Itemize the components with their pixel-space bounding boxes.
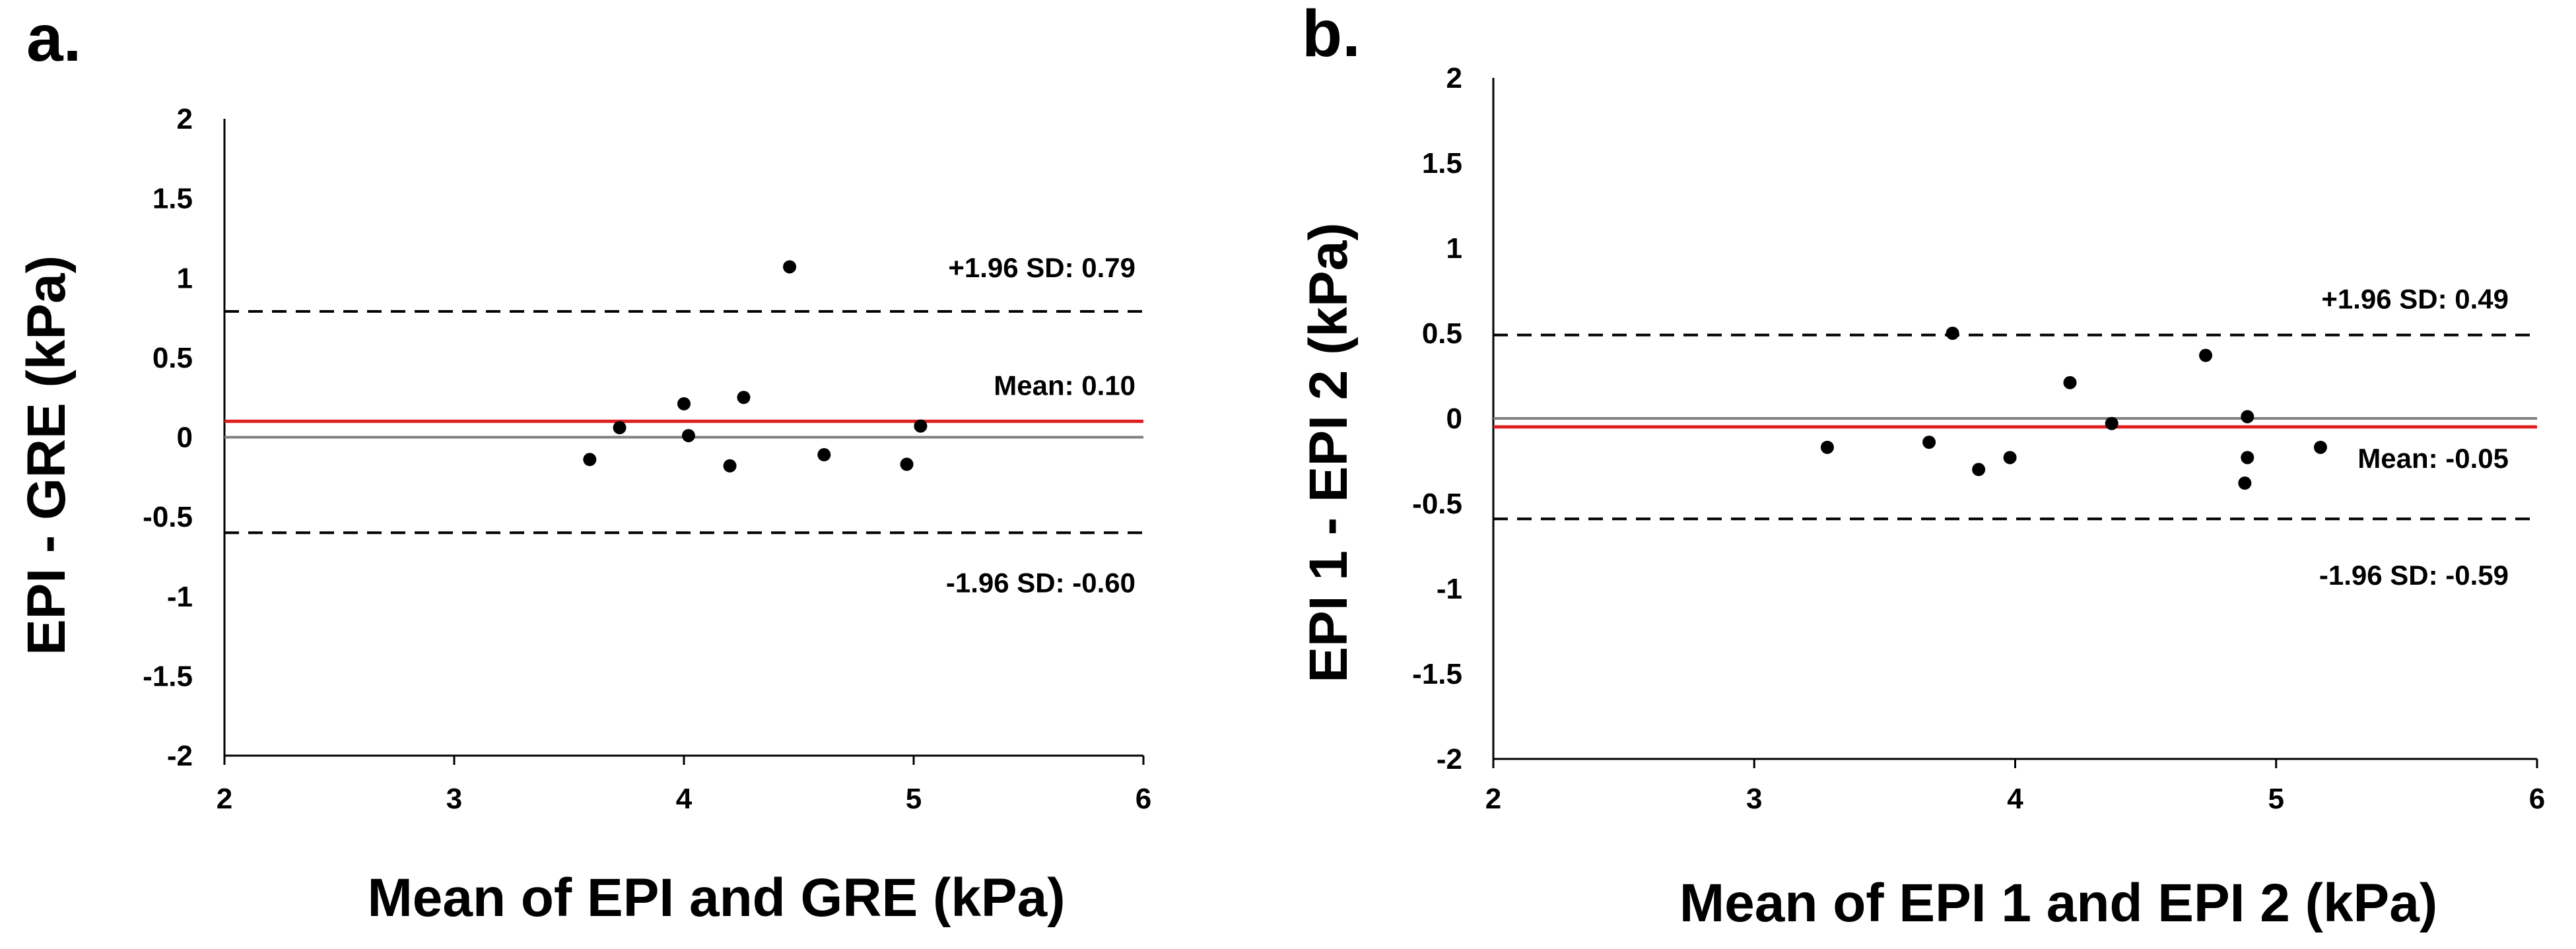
y-tick-label-a: -0.5 [143, 501, 193, 533]
y-axis-title-b: EPI 1 - EPI 2 (kPa) [1299, 222, 1359, 682]
x-tick-label-b: 3 [1746, 783, 1762, 815]
data-point-b [2003, 451, 2017, 465]
y-axis-title-a: EPI - GRE (kPa) [17, 255, 77, 655]
data-point-a [677, 397, 691, 410]
data-point-b [2105, 416, 2118, 430]
data-point-a [583, 453, 597, 467]
x-tick-label-a: 4 [676, 783, 693, 815]
upper-loa-label-b: +1.96 SD: 0.49 [2321, 284, 2509, 315]
y-tick-label-b: 0 [1446, 403, 1462, 435]
panel-b: b. EPI 1 - EPI 2 (kPa) Mean of EPI 1 and… [1299, 0, 2545, 933]
data-point-b [2063, 376, 2077, 389]
data-point-b [1972, 463, 1986, 476]
x-tick-label-a: 6 [1135, 783, 1151, 815]
x-tick-label-b: 4 [2007, 783, 2023, 815]
x-tick-label-a: 3 [446, 783, 462, 815]
panel-label-a: a. [26, 1, 81, 75]
y-tick-label-a: 2 [177, 103, 193, 135]
y-tick-label-a: -1 [167, 581, 193, 613]
y-tick-label-a: -2 [167, 740, 193, 772]
x-tick-label-a: 5 [906, 783, 922, 815]
y-tick-label-a: -1.5 [143, 660, 193, 692]
y-tick-label-b: -2 [1437, 743, 1462, 775]
data-point-b [2238, 476, 2252, 490]
y-tick-label-b: 0.5 [1422, 317, 1462, 350]
x-axis-title-a: Mean of EPI and GRE (kPa) [367, 868, 1065, 928]
mean-label-a: Mean: 0.10 [994, 370, 1135, 401]
panel-a: a. EPI - GRE (kPa) Mean of EPI and GRE (… [17, 1, 1151, 928]
data-point-b [2313, 440, 2327, 454]
data-point-b [1820, 440, 1834, 454]
y-tick-label-a: 0.5 [153, 342, 193, 374]
y-tick-label-b: -1 [1437, 573, 1462, 605]
data-point-b [1922, 436, 1936, 449]
data-point-a [681, 429, 695, 443]
data-point-a [613, 421, 627, 435]
upper-loa-label-a: +1.96 SD: 0.79 [948, 252, 1135, 283]
lower-loa-label-b: -1.96 SD: -0.59 [2319, 560, 2509, 591]
y-tick-label-b: 1.5 [1422, 147, 1462, 180]
y-tick-label-a: 0 [177, 422, 193, 454]
y-tick-label-b: 1 [1446, 232, 1462, 265]
x-axis-title-b: Mean of EPI 1 and EPI 2 (kPa) [1679, 873, 2437, 933]
data-point-b [2199, 348, 2213, 362]
data-point-b [2241, 410, 2254, 424]
data-point-a [914, 419, 928, 433]
data-point-a [817, 448, 831, 462]
y-tick-label-b: 2 [1446, 62, 1462, 94]
mean-label-b: Mean: -0.05 [2357, 443, 2509, 474]
y-tick-label-b: -1.5 [1412, 658, 1462, 690]
x-tick-label-b: 5 [2268, 783, 2284, 815]
x-tick-label-a: 2 [217, 783, 232, 815]
data-point-a [783, 260, 797, 274]
data-point-a [723, 459, 737, 473]
data-point-a [737, 391, 751, 405]
x-tick-label-b: 6 [2529, 783, 2545, 815]
lower-loa-label-a: -1.96 SD: -0.60 [946, 567, 1135, 598]
data-point-b [2241, 451, 2254, 465]
x-tick-label-b: 2 [1485, 783, 1501, 815]
panel-label-b: b. [1302, 0, 1361, 71]
y-tick-label-b: -0.5 [1412, 488, 1462, 520]
y-tick-label-a: 1.5 [153, 183, 193, 215]
y-tick-label-a: 1 [177, 262, 193, 294]
data-point-b [1946, 327, 1959, 340]
data-point-a [900, 457, 914, 471]
